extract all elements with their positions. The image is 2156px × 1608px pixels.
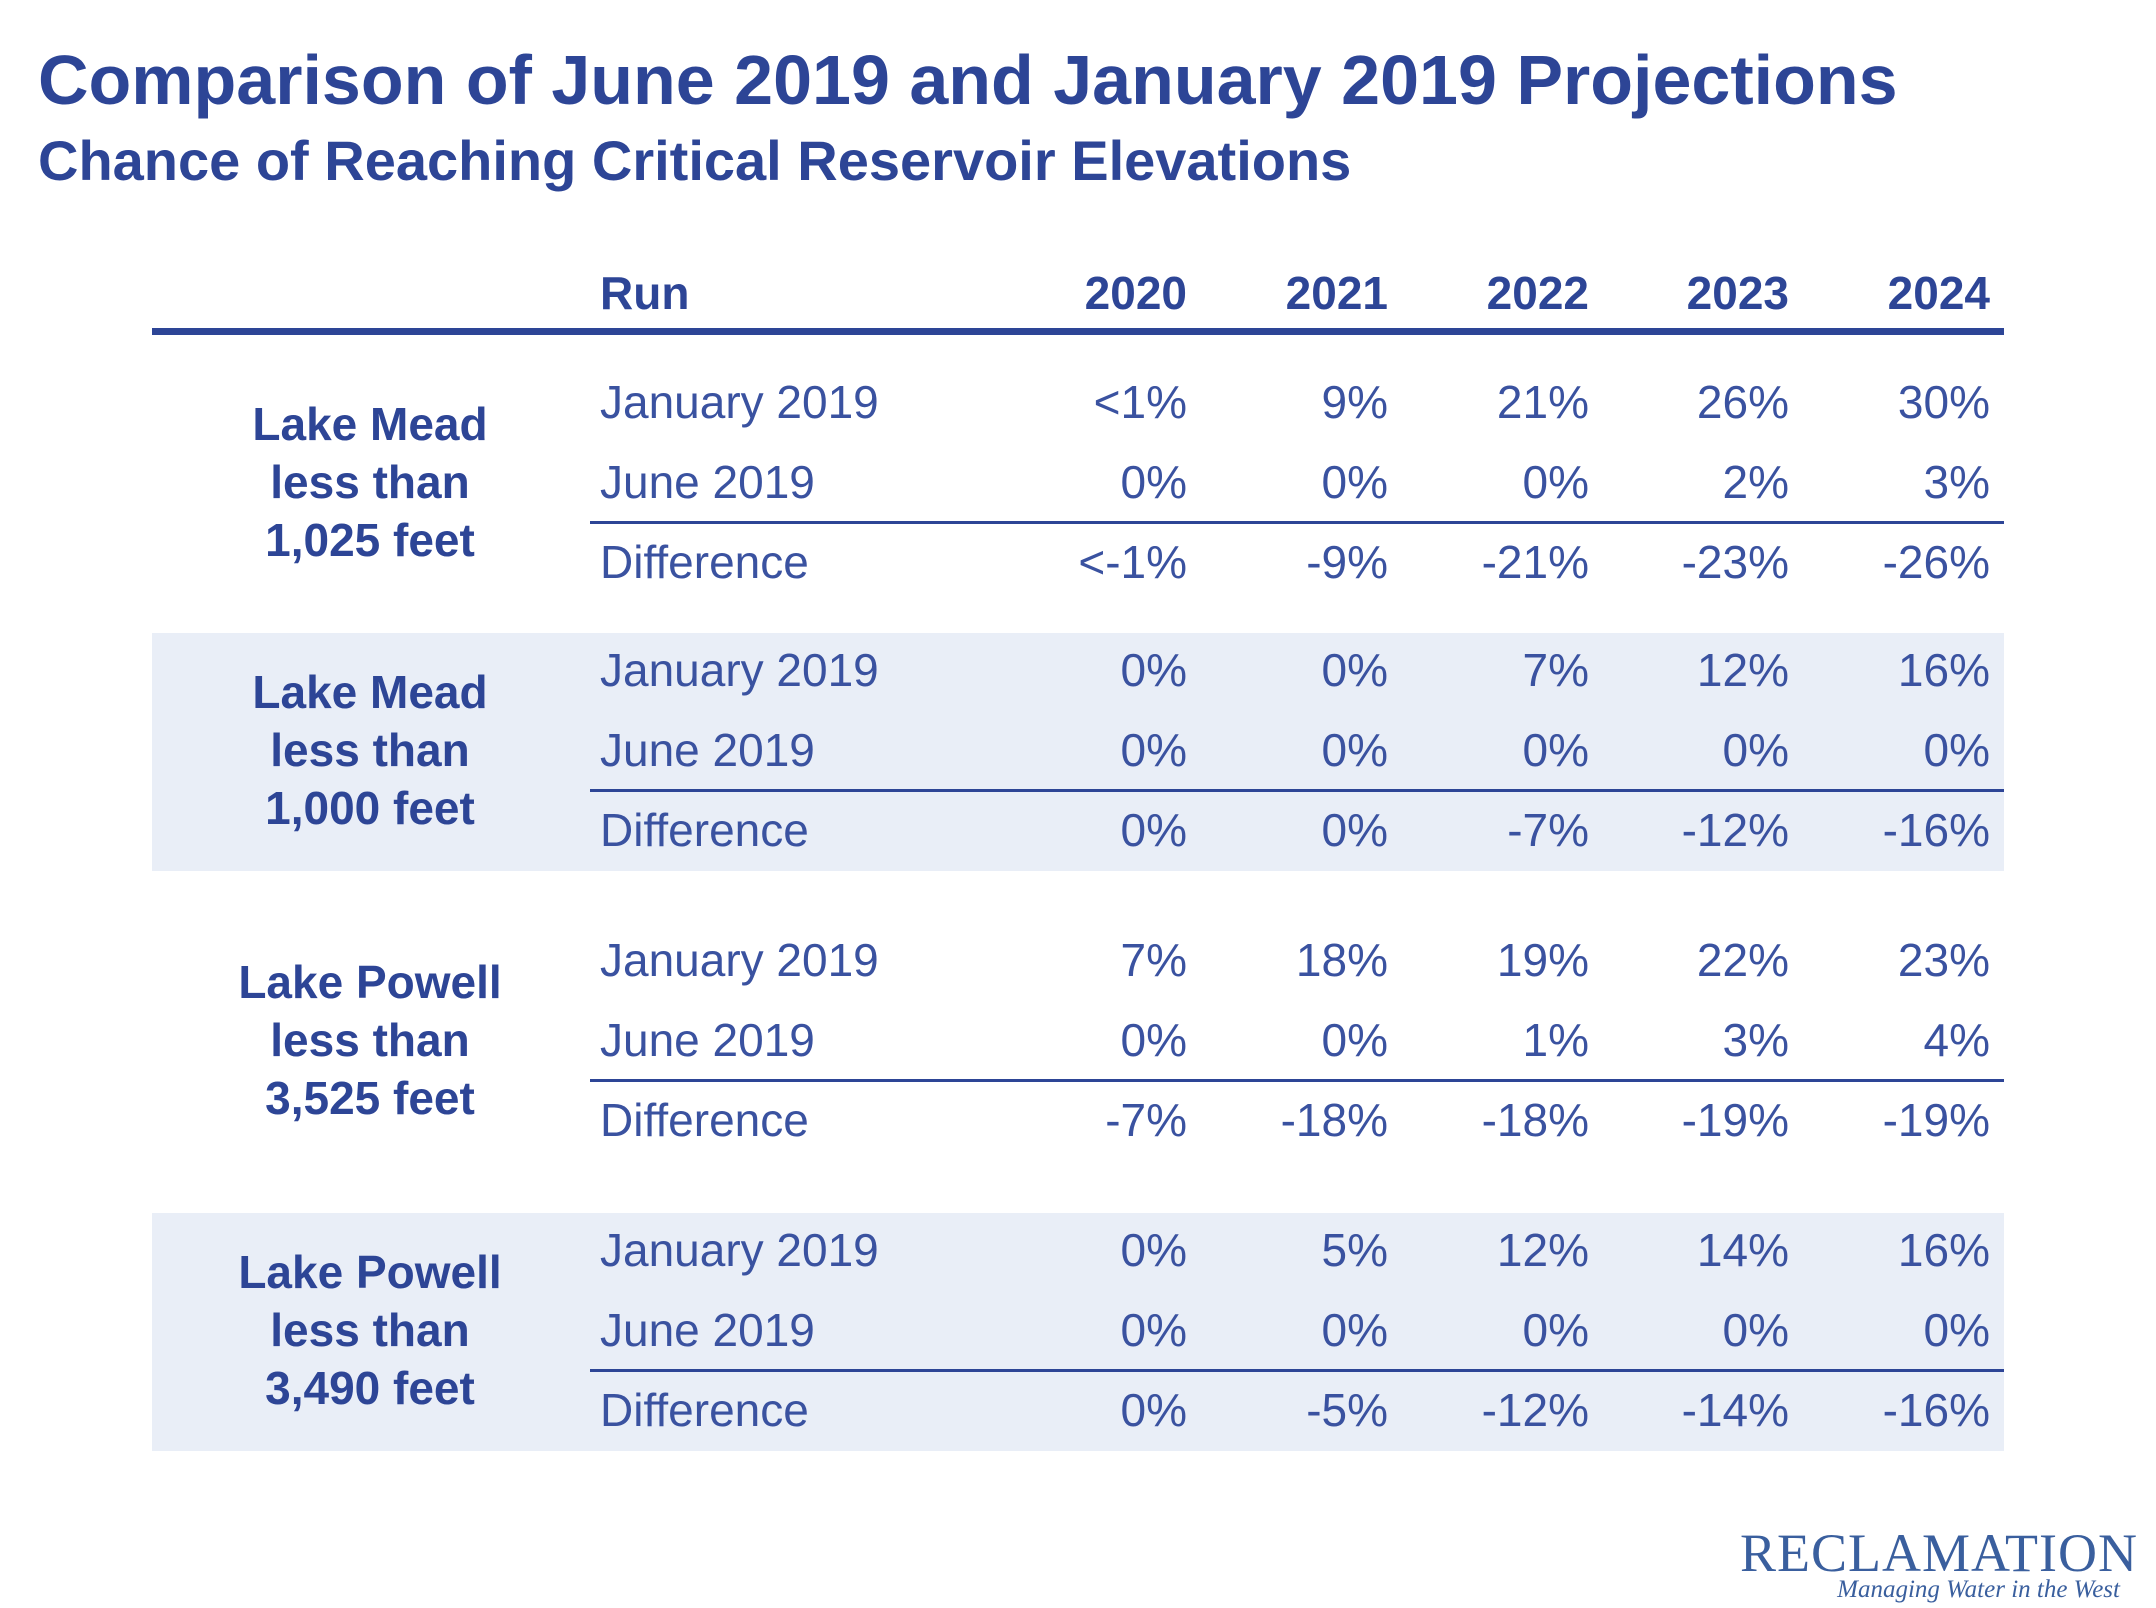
header-year: 2023 [1686,267,1789,319]
table-group: Lake Mead less than 1,000 feet January 2… [152,633,2004,871]
group-label: Lake Powell less than 3,490 feet [238,1246,502,1414]
table-row: June 2019 0% 0% 0% 2% 3% [600,456,1990,508]
header-year: 2022 [1486,267,1589,319]
group-label: Lake Powell less than 3,525 feet [238,956,502,1124]
table-group: Lake Powell less than 3,525 feet January… [152,923,2004,1161]
table-header: Run 2020 2021 2022 2023 2024 [152,262,2004,335]
row-divider [590,789,2004,792]
reclamation-logo: RECLAMATION Managing Water in the West [1740,1523,2138,1604]
page-subtitle: Chance of Reaching Critical Reservoir El… [38,129,1352,192]
table-row: January 2019 <1% 9% 21% 26% 30% [600,376,1990,428]
logo-name: RECLAMATION [1740,1523,2138,1583]
table-row: Difference 0% 0% -7% -12% -16% [600,804,1990,856]
row-divider [590,1369,2004,1372]
header-year: 2024 [1887,267,1990,319]
table-row: January 2019 0% 5% 12% 14% 16% [600,1224,1990,1276]
table-row: Difference 0% -5% -12% -14% -16% [600,1384,1990,1436]
table-group: Lake Mead less than 1,025 feet January 2… [152,365,2004,603]
table-group: Lake Powell less than 3,490 feet January… [152,1213,2004,1451]
table-row: June 2019 0% 0% 0% 0% 0% [600,1304,1990,1356]
table-row: Difference <-1% -9% -21% -23% -26% [600,536,1990,588]
table-row: June 2019 0% 0% 0% 0% 0% [600,724,1990,776]
table-row: Difference -7% -18% -18% -19% -19% [600,1094,1990,1146]
row-divider [590,521,2004,524]
group-label: Lake Mead less than 1,025 feet [252,398,488,566]
header-run: Run [600,267,690,319]
row-divider [590,1079,2004,1082]
table-row: January 2019 0% 0% 7% 12% 16% [600,644,1990,696]
table-row: January 2019 7% 18% 19% 22% 23% [600,934,1990,986]
header-year: 2021 [1285,267,1388,319]
page-title: Comparison of June 2019 and January 2019… [38,41,1898,119]
header-year: 2020 [1084,267,1187,319]
logo-tagline: Managing Water in the West [1837,1576,2120,1603]
comparison-table: Run 2020 2021 2022 2023 2024 Lake Mead l… [152,262,2004,1451]
group-label: Lake Mead less than 1,000 feet [252,666,488,834]
table-row: June 2019 0% 0% 1% 3% 4% [600,1014,1990,1066]
